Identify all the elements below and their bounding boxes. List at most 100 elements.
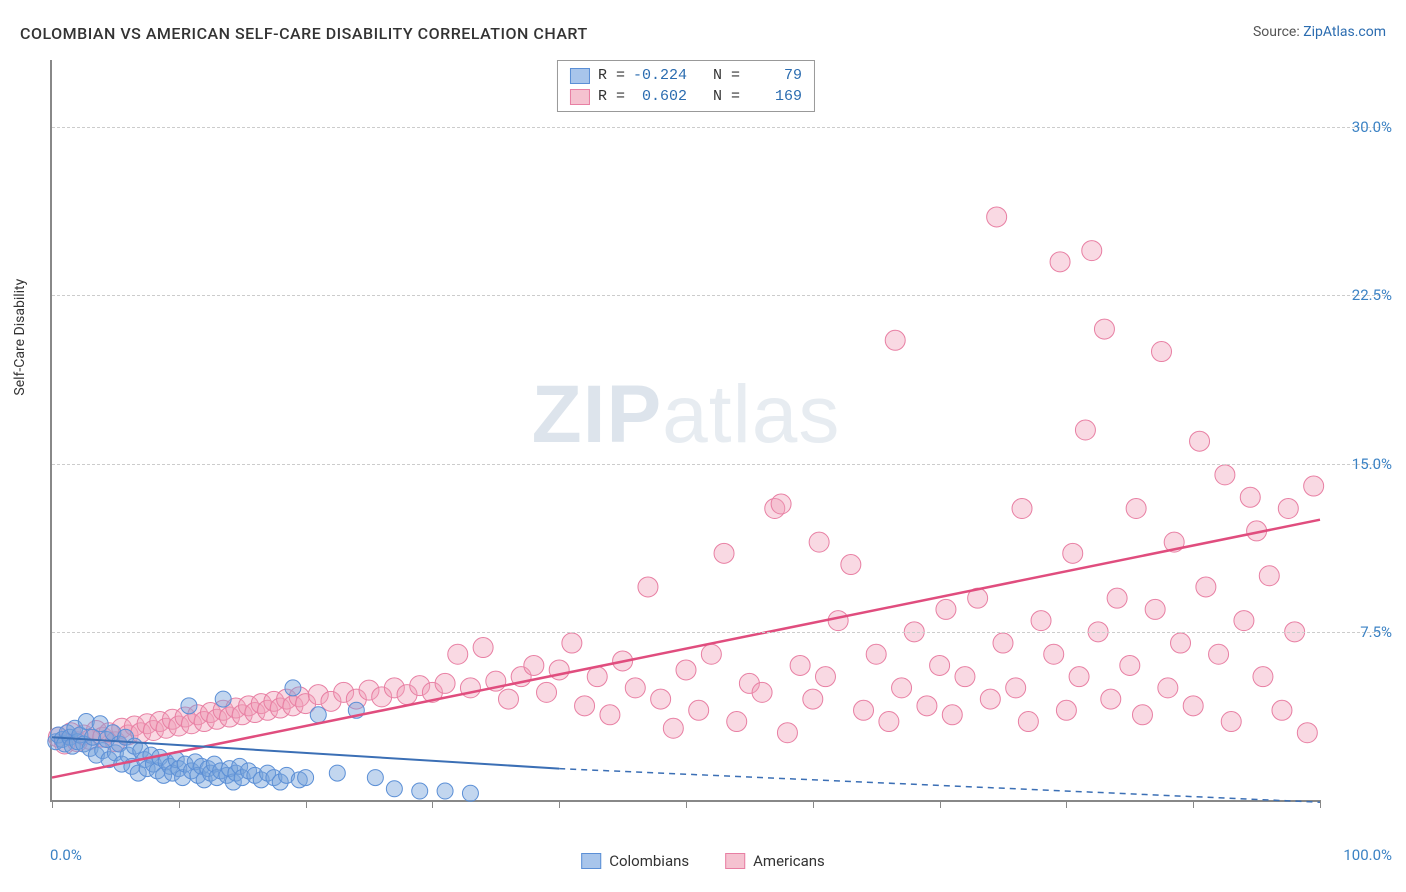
correlation-legend: R =-0.224 N =79R =0.602 N =169 xyxy=(557,60,815,112)
scatter-point xyxy=(987,207,1007,227)
scatter-point xyxy=(803,689,823,709)
x-tick xyxy=(1066,800,1067,808)
scatter-point xyxy=(1196,577,1216,597)
scatter-point xyxy=(1158,678,1178,698)
x-tick xyxy=(432,800,433,808)
scatter-point xyxy=(917,696,937,716)
series-legend-item: Colombians xyxy=(581,852,689,870)
scatter-point xyxy=(1259,566,1279,586)
series-legend: Colombians Americans xyxy=(581,852,825,870)
scatter-point xyxy=(1044,644,1064,664)
scatter-point xyxy=(1209,644,1229,664)
scatter-svg xyxy=(52,60,1320,800)
legend-swatch xyxy=(570,68,590,84)
scatter-point xyxy=(980,689,1000,709)
y-tick-label: 15.0% xyxy=(1352,455,1392,473)
scatter-point xyxy=(1145,599,1165,619)
x-tick xyxy=(1193,800,1194,808)
legend-r-label: R = xyxy=(598,88,625,105)
y-tick-label: 7.5% xyxy=(1360,623,1392,641)
scatter-point xyxy=(955,667,975,687)
scatter-point xyxy=(1006,678,1026,698)
scatter-point xyxy=(1082,241,1102,261)
x-tick xyxy=(179,800,180,808)
legend-r-value: 0.602 xyxy=(633,88,687,105)
scatter-point xyxy=(1056,700,1076,720)
legend-swatch xyxy=(725,853,745,869)
x-tick xyxy=(686,800,687,808)
scatter-point xyxy=(310,707,326,723)
scatter-point xyxy=(809,532,829,552)
scatter-point xyxy=(524,655,544,675)
scatter-point xyxy=(942,705,962,725)
scatter-point xyxy=(575,696,595,716)
scatter-point xyxy=(1050,252,1070,272)
scatter-point xyxy=(828,611,848,631)
chart-container: { "title": "COLOMBIAN VS AMERICAN SELF-C… xyxy=(0,0,1406,892)
scatter-point xyxy=(215,691,231,707)
scatter-point xyxy=(367,770,383,786)
scatter-point xyxy=(562,633,582,653)
scatter-point xyxy=(1126,498,1146,518)
scatter-point xyxy=(1215,465,1235,485)
scatter-point xyxy=(1234,611,1254,631)
scatter-point xyxy=(854,700,874,720)
series-legend-item: Americans xyxy=(725,852,825,870)
scatter-point xyxy=(498,689,518,709)
scatter-point xyxy=(885,330,905,350)
scatter-point xyxy=(1120,655,1140,675)
scatter-point xyxy=(790,655,810,675)
scatter-point xyxy=(1069,667,1089,687)
scatter-point xyxy=(1297,723,1317,743)
y-axis-label: Self-Care Disability xyxy=(12,279,28,396)
scatter-point xyxy=(1304,476,1324,496)
x-tick xyxy=(940,800,941,808)
scatter-point xyxy=(181,698,197,714)
scatter-point xyxy=(625,678,645,698)
scatter-point xyxy=(866,644,886,664)
scatter-point xyxy=(1075,420,1095,440)
scatter-point xyxy=(329,765,345,781)
source-link[interactable]: ZipAtlas.com xyxy=(1303,24,1386,40)
scatter-point xyxy=(1107,588,1127,608)
y-tick-label: 30.0% xyxy=(1352,118,1392,136)
scatter-point xyxy=(1183,696,1203,716)
scatter-point xyxy=(1221,712,1241,732)
scatter-point xyxy=(752,682,772,702)
scatter-point xyxy=(936,599,956,619)
scatter-point xyxy=(1171,633,1191,653)
x-tick xyxy=(1320,800,1321,808)
gridline xyxy=(52,295,1390,296)
scatter-point xyxy=(462,785,478,801)
legend-r-label: R = xyxy=(598,67,625,84)
scatter-point xyxy=(435,673,455,693)
scatter-point xyxy=(412,783,428,799)
legend-swatch xyxy=(581,853,601,869)
legend-n-label: N = xyxy=(695,67,740,84)
scatter-point xyxy=(1240,487,1260,507)
y-tick-label: 22.5% xyxy=(1352,286,1392,304)
scatter-point xyxy=(78,714,94,730)
trendline-colombians-dash xyxy=(559,769,1320,803)
scatter-point xyxy=(841,555,861,575)
chart-title: COLOMBIAN VS AMERICAN SELF-CARE DISABILI… xyxy=(20,24,588,43)
scatter-point xyxy=(1190,431,1210,451)
scatter-point xyxy=(1063,543,1083,563)
scatter-point xyxy=(587,667,607,687)
scatter-point xyxy=(285,680,301,696)
correlation-legend-row: R =-0.224 N =79 xyxy=(558,65,814,86)
legend-n-value: 169 xyxy=(748,88,802,105)
series-legend-label: Colombians xyxy=(609,852,689,870)
correlation-legend-row: R = 0.602 N = 169 xyxy=(558,86,814,107)
scatter-point xyxy=(727,712,747,732)
trendline-americans xyxy=(52,520,1320,778)
gridline xyxy=(52,632,1390,633)
scatter-point xyxy=(437,783,453,799)
scatter-point xyxy=(1094,319,1114,339)
source-prefix: Source: xyxy=(1253,24,1303,40)
scatter-point xyxy=(386,781,402,797)
scatter-point xyxy=(448,644,468,664)
legend-n-value: 79 xyxy=(748,67,802,84)
scatter-point xyxy=(600,705,620,725)
legend-n-label: N = xyxy=(695,88,740,105)
